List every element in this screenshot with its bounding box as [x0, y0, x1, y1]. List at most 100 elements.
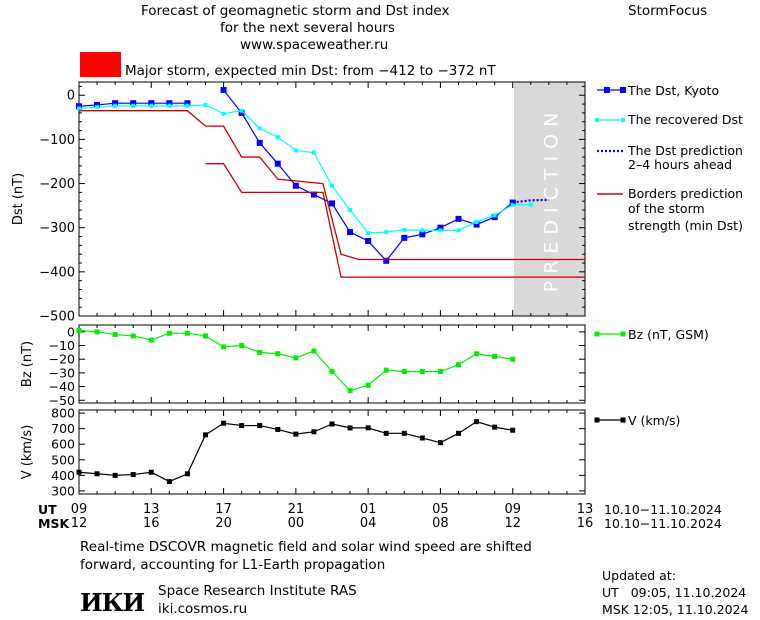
y-axis-label: Dst (nT) — [11, 173, 26, 225]
storm-level-swatch — [80, 52, 121, 77]
iki-logo: ИКИ — [80, 588, 145, 617]
data-point — [130, 100, 137, 107]
data-point — [184, 100, 191, 107]
plot-frame — [78, 81, 586, 317]
data-point — [437, 440, 443, 446]
legend-marker — [621, 118, 625, 122]
data-point — [311, 150, 316, 155]
legend-dst-kyoto: The Dst, Kyoto — [627, 83, 719, 98]
data-point — [329, 200, 335, 207]
legend-v: V (km/s) — [628, 413, 680, 428]
y-tick-label: −100 — [39, 133, 75, 148]
y-tick-label: 300 — [51, 483, 75, 498]
y-tick-label: −400 — [39, 265, 75, 280]
data-point — [456, 430, 461, 436]
data-point — [384, 230, 389, 235]
legend-marker — [594, 331, 600, 337]
data-point — [510, 427, 516, 433]
msk-date-range: 10.10−11.10.2024 — [604, 516, 722, 531]
x-tick-label-ut: 05 — [432, 502, 449, 517]
data-point — [113, 103, 118, 108]
data-point — [257, 423, 263, 429]
data-point — [94, 471, 100, 477]
data-point — [311, 429, 317, 435]
data-point — [166, 100, 173, 107]
y-tick-label: 400 — [51, 468, 75, 483]
data-point — [76, 469, 82, 475]
x-tick-label-ut: 09 — [504, 502, 521, 517]
series-line — [78, 421, 513, 483]
legend-dst-recovered: The recovered Dst — [627, 112, 743, 127]
data-point — [239, 343, 245, 349]
data-point — [184, 330, 190, 336]
data-point — [310, 191, 317, 198]
data-point — [510, 356, 516, 362]
dst-plot: 0 −100 −200 −300 −400 −500 Dst (nT) — [11, 81, 586, 325]
data-point — [239, 108, 244, 113]
updated-msk: MSK 12:05, 11.10.2024 — [602, 602, 749, 617]
data-point — [474, 219, 479, 224]
y-tick-label: 0 — [67, 89, 75, 104]
data-point — [293, 355, 299, 361]
legend-marker — [595, 118, 599, 122]
data-point — [456, 362, 461, 368]
data-point — [148, 469, 154, 475]
note-line-2: forward, accounting for L1-Earth propaga… — [80, 557, 386, 573]
border-line — [205, 163, 585, 278]
data-point — [492, 353, 498, 359]
data-point — [365, 425, 371, 431]
data-point — [329, 421, 335, 427]
x-tick-label-ut: 21 — [288, 502, 305, 517]
data-point — [239, 423, 245, 429]
x-tick-label-ut: 01 — [360, 502, 377, 517]
x-tick-label-msk: 00 — [288, 516, 305, 531]
data-point — [256, 139, 263, 146]
data-point — [76, 327, 82, 333]
data-point — [76, 103, 82, 110]
updated-ut: UT 09:05, 11.10.2024 — [602, 585, 747, 600]
series-line — [223, 89, 514, 262]
data-point — [257, 349, 263, 355]
data-point — [419, 369, 425, 375]
y-tick-label: −10 — [49, 338, 75, 353]
data-point — [94, 329, 100, 335]
data-point — [275, 351, 281, 357]
note-line-1: Real-time DSCOVR magnetic field and sola… — [80, 539, 532, 555]
legend-marker — [620, 87, 626, 93]
series-line — [78, 104, 531, 234]
legend-marker — [620, 331, 626, 337]
y-tick-label: 500 — [51, 452, 75, 467]
data-point — [528, 202, 533, 207]
data-point — [131, 103, 136, 108]
y-tick-label: −300 — [39, 221, 75, 236]
data-point — [347, 229, 354, 236]
prediction-label: PREDICTION — [541, 106, 563, 293]
data-point — [166, 330, 172, 336]
data-point — [203, 333, 208, 339]
data-point — [77, 106, 81, 111]
data-point — [437, 224, 444, 231]
x-tick-label-ut: 17 — [215, 502, 232, 517]
data-point — [473, 221, 480, 228]
data-point — [148, 337, 154, 343]
data-point — [347, 388, 353, 394]
data-point — [510, 202, 515, 207]
data-point — [275, 426, 281, 432]
legend-borders: Borders prediction — [628, 186, 743, 201]
data-point — [167, 103, 172, 108]
ut-date-range: 10.10−11.10.2024 — [604, 502, 722, 517]
data-point — [437, 369, 443, 375]
data-point — [130, 472, 136, 478]
data-point — [401, 234, 408, 241]
legend-borders-2: of the storm — [628, 201, 705, 216]
institute-site[interactable]: iki.cosmos.ru — [158, 601, 248, 617]
border-line — [79, 110, 585, 261]
data-point — [383, 367, 389, 373]
updated-title: Updated at: — [602, 568, 676, 583]
data-point — [329, 369, 335, 375]
legend-borders-3: strength (min Dst) — [628, 218, 743, 233]
data-point — [185, 103, 190, 108]
data-point — [166, 479, 172, 485]
legend-marker — [604, 87, 610, 93]
